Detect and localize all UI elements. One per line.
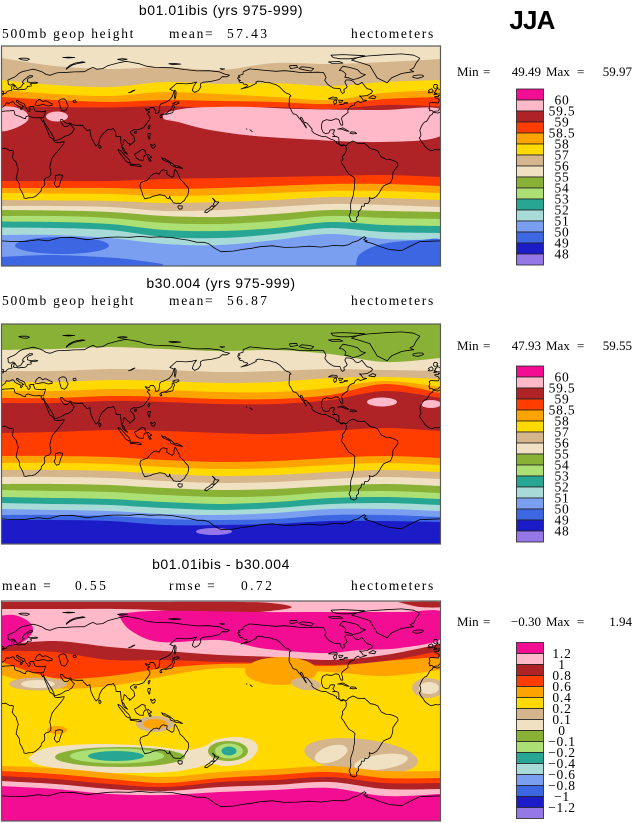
svg-text:=: = xyxy=(483,614,490,629)
svg-text:58: 58 xyxy=(554,137,569,152)
svg-text:56.87: 56.87 xyxy=(227,293,269,308)
svg-text:51: 51 xyxy=(554,214,569,229)
svg-text:56: 56 xyxy=(554,436,569,451)
svg-text:rmse =: rmse = xyxy=(169,578,216,593)
svg-text:Max: Max xyxy=(546,338,570,353)
svg-text:59.5: 59.5 xyxy=(549,104,576,119)
svg-text:−0.8: −0.8 xyxy=(548,778,576,793)
svg-text:mean=: mean= xyxy=(169,293,214,308)
svg-text:55: 55 xyxy=(554,170,569,185)
svg-text:b01.01ibis (yrs 975-999): b01.01ibis (yrs 975-999) xyxy=(139,2,303,18)
svg-text:58.5: 58.5 xyxy=(549,403,576,418)
svg-text:0.4: 0.4 xyxy=(552,690,571,705)
svg-text:58.5: 58.5 xyxy=(549,126,576,141)
svg-text:57.43: 57.43 xyxy=(227,26,269,41)
svg-text:mean =: mean = xyxy=(2,578,52,593)
svg-text:=: = xyxy=(577,614,584,629)
svg-text:hectometers: hectometers xyxy=(351,578,435,593)
svg-text:1: 1 xyxy=(558,657,566,672)
svg-text:−0.1: −0.1 xyxy=(548,734,576,749)
svg-text:59.5: 59.5 xyxy=(549,381,576,396)
svg-text:hectometers: hectometers xyxy=(351,293,435,308)
svg-text:58: 58 xyxy=(554,414,569,429)
svg-text:b30.004 (yrs 975-999): b30.004 (yrs 975-999) xyxy=(146,275,295,291)
svg-text:−0.2: −0.2 xyxy=(548,745,576,760)
svg-text:Min: Min xyxy=(457,64,479,79)
svg-text:mean=: mean= xyxy=(169,26,214,41)
svg-text:56: 56 xyxy=(554,159,569,174)
svg-text:57: 57 xyxy=(554,425,569,440)
svg-text:47.93: 47.93 xyxy=(512,338,541,353)
svg-text:54: 54 xyxy=(554,181,569,196)
svg-text:Max: Max xyxy=(546,64,570,79)
svg-text:49: 49 xyxy=(554,513,569,528)
svg-text:48: 48 xyxy=(554,247,569,262)
svg-text:1.94: 1.94 xyxy=(609,614,632,629)
svg-text:49: 49 xyxy=(554,236,569,251)
svg-text:57: 57 xyxy=(554,148,569,163)
svg-text:59.55: 59.55 xyxy=(603,338,632,353)
svg-text:59.97: 59.97 xyxy=(603,64,633,79)
svg-text:59: 59 xyxy=(554,115,569,130)
svg-text:59: 59 xyxy=(554,392,569,407)
svg-text:=: = xyxy=(577,338,584,353)
svg-text:1.2: 1.2 xyxy=(552,646,571,661)
svg-text:52: 52 xyxy=(554,480,569,495)
svg-text:55: 55 xyxy=(554,447,569,462)
svg-text:49.49: 49.49 xyxy=(512,64,541,79)
svg-text:Max: Max xyxy=(546,614,570,629)
svg-text:=: = xyxy=(483,64,490,79)
svg-text:52: 52 xyxy=(554,203,569,218)
svg-text:Min: Min xyxy=(457,614,479,629)
svg-text:48: 48 xyxy=(554,524,569,539)
svg-text:60: 60 xyxy=(554,93,569,108)
svg-text:0.1: 0.1 xyxy=(552,712,571,727)
svg-text:500mb geop height: 500mb geop height xyxy=(2,293,135,308)
svg-text:50: 50 xyxy=(554,225,569,240)
svg-text:−0.6: −0.6 xyxy=(548,767,576,782)
svg-text:hectometers: hectometers xyxy=(351,26,435,41)
svg-text:0.55: 0.55 xyxy=(75,578,108,593)
svg-text:−0.30: −0.30 xyxy=(511,614,541,629)
svg-text:−0.4: −0.4 xyxy=(548,756,576,771)
svg-text:53: 53 xyxy=(554,469,569,484)
svg-text:=: = xyxy=(483,338,490,353)
svg-text:0.2: 0.2 xyxy=(552,701,571,716)
svg-text:50: 50 xyxy=(554,502,569,517)
svg-text:JJA: JJA xyxy=(509,5,555,35)
svg-text:0: 0 xyxy=(558,723,566,738)
svg-text:54: 54 xyxy=(554,458,569,473)
svg-text:=: = xyxy=(577,64,584,79)
svg-text:0.8: 0.8 xyxy=(552,668,571,683)
svg-text:b01.01ibis - b30.004: b01.01ibis - b30.004 xyxy=(152,556,290,572)
svg-text:60: 60 xyxy=(554,370,569,385)
svg-text:Min: Min xyxy=(457,338,479,353)
svg-text:−1: −1 xyxy=(554,789,570,804)
svg-text:51: 51 xyxy=(554,491,569,506)
svg-text:500mb geop height: 500mb geop height xyxy=(2,26,135,41)
svg-text:−1.2: −1.2 xyxy=(548,800,576,815)
svg-text:53: 53 xyxy=(554,192,569,207)
svg-text:0.6: 0.6 xyxy=(552,679,571,694)
svg-text:0.72: 0.72 xyxy=(241,578,274,593)
